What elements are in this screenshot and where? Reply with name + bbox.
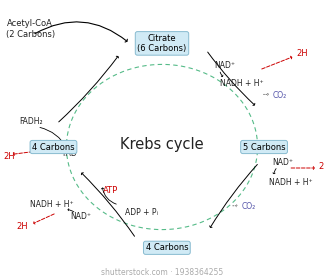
Text: ATP: ATP — [102, 186, 118, 195]
Text: FAD: FAD — [62, 149, 77, 158]
Text: NAD⁺: NAD⁺ — [272, 158, 293, 167]
Text: Krebs cycle: Krebs cycle — [120, 137, 204, 152]
Text: NADH + H⁺: NADH + H⁺ — [220, 80, 264, 88]
Text: 5 Carbons: 5 Carbons — [243, 143, 285, 151]
Text: 2H: 2H — [318, 162, 324, 171]
Text: 2H: 2H — [16, 222, 28, 231]
Text: NAD⁺: NAD⁺ — [70, 212, 91, 221]
Text: 4 Carbons: 4 Carbons — [145, 243, 188, 252]
Text: FADH₂: FADH₂ — [19, 117, 42, 126]
Text: ADP + Pᵢ: ADP + Pᵢ — [124, 208, 157, 217]
Text: CO₂: CO₂ — [241, 202, 256, 211]
Text: 2H: 2H — [296, 49, 308, 58]
Text: 4 Carbons: 4 Carbons — [32, 143, 75, 151]
Text: CO₂: CO₂ — [272, 91, 286, 100]
Text: shutterstock.com · 1938364255: shutterstock.com · 1938364255 — [101, 268, 223, 277]
Text: Acetyl-CoA
(2 Carbons): Acetyl-CoA (2 Carbons) — [6, 19, 56, 39]
Text: NAD⁺: NAD⁺ — [214, 61, 235, 70]
Text: NADH + H⁺: NADH + H⁺ — [30, 200, 74, 209]
Text: Citrate
(6 Carbons): Citrate (6 Carbons) — [137, 34, 187, 53]
Text: NADH + H⁺: NADH + H⁺ — [269, 178, 313, 187]
Text: 2H: 2H — [3, 152, 15, 161]
